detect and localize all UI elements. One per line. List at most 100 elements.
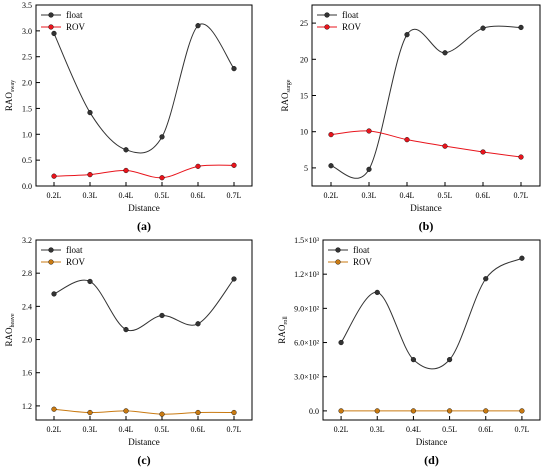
y-axis-label-main: RAO: [4, 327, 14, 347]
data-point-float: [51, 291, 57, 297]
legend-label: ROV: [66, 257, 86, 267]
y-tick-label: 0.0: [309, 407, 319, 416]
x-tick-label: 0.5L: [155, 425, 170, 434]
chart-panel-3: 1.2 1.6 2.0 2.4 2.8 3.2 0.2L 0.3L 0.4L 0.5L 0.6L 0.…: [4, 236, 253, 467]
legend-label: float: [66, 245, 83, 255]
legend-marker: [324, 24, 330, 30]
data-point-float: [87, 278, 93, 285]
x-tick-label: 0.4L: [119, 425, 134, 434]
data-point-float: [195, 23, 201, 29]
data-point-ROV: [87, 409, 93, 416]
y-tick-label: 3.2: [22, 236, 32, 245]
x-axis-label: Distance: [416, 437, 448, 447]
x-tick-label: 0.3L: [83, 425, 98, 434]
x-tick-label: 0.6L: [191, 425, 206, 434]
panel-label: (a): [137, 219, 151, 233]
data-point-float: [195, 321, 201, 327]
data-point-float: [159, 134, 165, 140]
data-point-ROV: [231, 162, 237, 168]
x-axis-label: Distance: [128, 437, 160, 447]
x-tick-label: 0.3L: [370, 425, 385, 434]
x-tick-label: 0.3L: [83, 191, 98, 200]
y-axis-label: RAOsway: [4, 80, 16, 111]
y-tick-label: 1.2: [22, 402, 32, 411]
data-point-ROV: [51, 173, 57, 179]
legend-marker: [324, 12, 330, 18]
y-tick-label: 1.5×10³: [294, 236, 320, 245]
x-tick-label: 0.2L: [47, 191, 62, 200]
data-point-float: [410, 357, 417, 363]
data-point-ROV: [366, 128, 372, 134]
y-tick-label: 2.0: [22, 336, 32, 345]
y-tick-label: 15: [300, 92, 308, 101]
data-point-float: [123, 326, 129, 333]
y-tick-label: 2.4: [22, 302, 32, 311]
y-tick-label: 3.5: [22, 1, 32, 10]
series-line-float: [53, 23, 235, 154]
legend-label: ROV: [342, 22, 362, 32]
y-tick-label: 1.2×10³: [294, 270, 320, 279]
x-tick-label: 0.7L: [227, 191, 242, 200]
plot-frame: [35, 4, 253, 187]
data-point-ROV: [338, 408, 344, 414]
y-tick-label: 25: [300, 19, 308, 28]
data-point-float: [87, 109, 93, 116]
data-point-ROV: [446, 408, 453, 414]
data-point-ROV: [159, 175, 165, 181]
y-tick-label: 3.0: [22, 27, 32, 36]
data-point-ROV: [483, 408, 489, 414]
data-point-float: [483, 276, 489, 282]
data-point-ROV: [480, 149, 486, 155]
data-point-float: [231, 66, 237, 72]
data-point-ROV: [374, 408, 380, 414]
data-point-ROV: [231, 409, 237, 416]
data-point-float: [231, 276, 237, 282]
series-line-float: [330, 25, 522, 179]
y-tick-label: 3.0×10²: [294, 373, 320, 382]
data-point-ROV: [442, 143, 448, 149]
y-axis-label-main: RAO: [277, 324, 287, 344]
y-tick-label: 0.0: [22, 182, 32, 191]
y-tick-label: 2.0: [22, 79, 32, 88]
data-point-float: [51, 30, 57, 37]
data-point-ROV: [195, 163, 201, 169]
data-point-ROV: [51, 406, 57, 412]
x-tick-label: 0.6L: [191, 191, 206, 200]
x-axis-label: Distance: [410, 203, 442, 213]
series-line-float: [340, 257, 523, 370]
data-point-ROV: [328, 131, 334, 138]
data-point-ROV: [404, 137, 410, 143]
y-tick-label: 2.5: [22, 53, 32, 62]
y-tick-label: 1.5: [22, 104, 32, 113]
data-point-ROV: [123, 167, 129, 174]
y-tick-label: 10: [300, 128, 308, 137]
chart-panel-4: 0.0 3.0×10² 6.0×10² 9.0×10² 1.2×10³ 1.5×10³ 0.…: [277, 236, 541, 467]
plot-frame: [311, 4, 541, 187]
legend-marker: [335, 259, 341, 265]
data-point-float: [123, 147, 129, 153]
x-tick-label: 0.7L: [514, 191, 529, 200]
chart-panel-2: 5 10 15 20 25 0.2L 0.3L 0.4L 0.5L 0.6L 0.7L Distanc…: [280, 4, 541, 233]
data-point-float: [446, 357, 453, 363]
x-tick-label: 0.4L: [119, 191, 134, 200]
y-tick-label: 1.6: [22, 369, 32, 378]
y-axis-label-subscript: sway: [10, 80, 16, 92]
x-tick-label: 0.3L: [362, 191, 377, 200]
y-axis-label-main: RAO: [4, 92, 14, 112]
data-point-float: [159, 312, 165, 319]
chart-panel-1: 0.0 0.5 1.0 1.5 2.0 2.5 3.0 3.5 0.2L 0.3L 0.4L 0.5L…: [4, 1, 253, 233]
series-line-ROV: [53, 408, 235, 415]
y-tick-label: 20: [300, 55, 308, 64]
data-point-float: [518, 24, 524, 31]
x-tick-label: 0.4L: [400, 191, 415, 200]
y-axis-label: RAOroll: [277, 316, 289, 344]
y-axis-label: RAOheave: [4, 313, 16, 346]
series-line-ROV: [53, 164, 235, 179]
y-tick-label: 6.0×10²: [294, 339, 320, 348]
data-point-ROV: [518, 154, 524, 160]
legend-marker: [335, 247, 341, 253]
x-tick-label: 0.6L: [478, 425, 493, 434]
panel-label: (d): [424, 453, 439, 467]
plot-frame: [322, 239, 541, 421]
data-point-float: [404, 32, 410, 38]
